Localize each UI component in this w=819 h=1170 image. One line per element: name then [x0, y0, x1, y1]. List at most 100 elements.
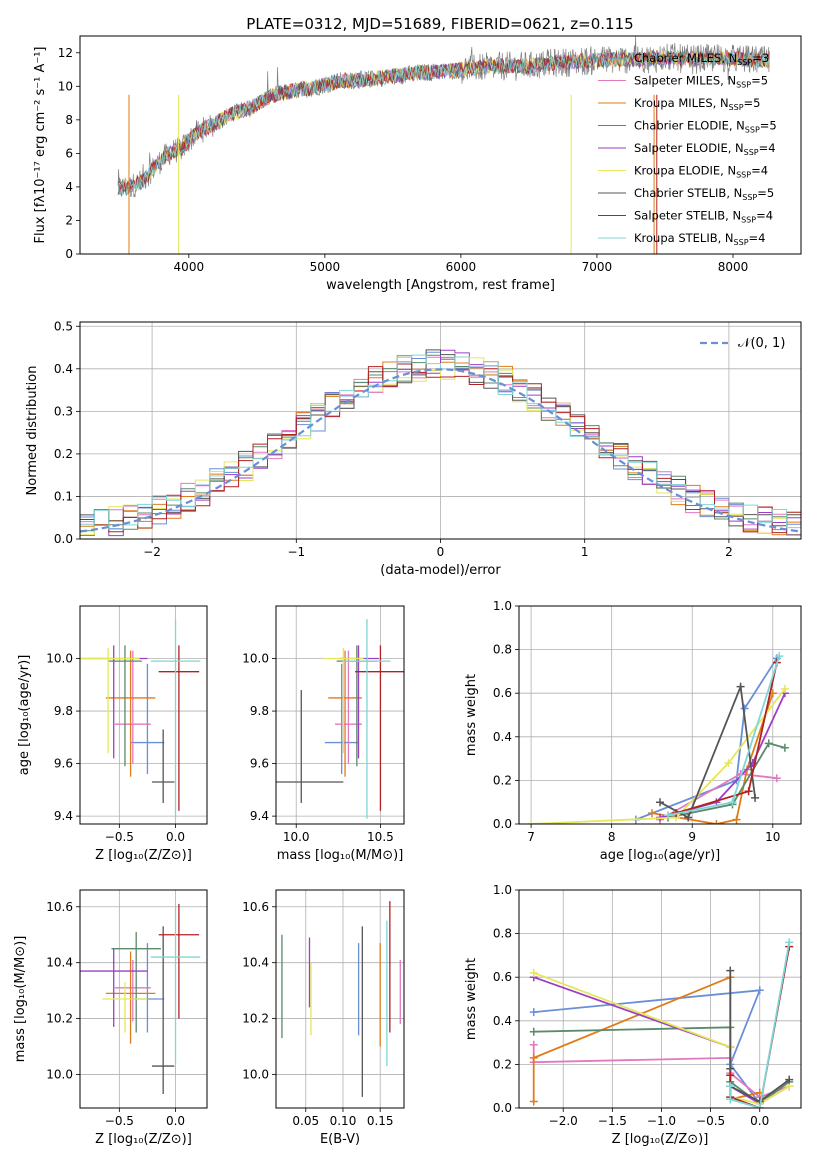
- legend-entry-count: =4: [756, 209, 773, 223]
- legend-entry-name: Chabrier MILES, N: [634, 51, 737, 65]
- weight-point-chabrier-elodie: [780, 743, 789, 752]
- legend-entry-name: Salpeter STELIB, N: [634, 209, 741, 223]
- age-vs-mass-plot-area: [276, 619, 404, 819]
- age-vs-Z-xtick-label: −0.5: [105, 830, 134, 844]
- spectrum-xlabel: wavelength [Angstrom, rest frame]: [326, 278, 555, 293]
- weight-point-salpeter-stelib: [726, 1071, 735, 1080]
- spectrum-axes: 4000 5000 6000 7000 8000 0 2 4 6 8 10 12 wavelength …: [33, 35, 802, 293]
- age-vs-mass-xlabel: mass [log₁₀(M/M⊙)]: [277, 848, 404, 863]
- legend-entry-count: =5: [757, 186, 774, 200]
- weight-point-kroupa-elodie: [780, 684, 789, 693]
- spectrum-ytick-label: 8: [65, 113, 73, 127]
- histogram-chabrier-stelib: [80, 349, 801, 527]
- weight-point-chabrier-stelib: [785, 1075, 794, 1084]
- legend-entry-count: =4: [751, 164, 768, 178]
- weight-point-kroupa-miles: [732, 815, 741, 824]
- legend-entry-count: =5: [760, 119, 777, 133]
- age-vs-mass-ytick-label: 9.4: [250, 809, 269, 823]
- spectrum-plot-area: [117, 36, 770, 254]
- residuals-xtick-label: 1: [581, 545, 589, 559]
- mass-weight-vs-age-ytick-label: 0.6: [493, 686, 512, 700]
- age-vs-mass-ytick-label: 10.0: [242, 652, 269, 666]
- weight-point-kroupa-stelib: [775, 652, 784, 661]
- histogram-kroupa-elodie: [80, 356, 801, 536]
- residuals-xtick-label: −2: [143, 545, 161, 559]
- legend-entry-count: =5: [751, 74, 768, 88]
- legend-entry-subscript: SSP: [736, 81, 751, 90]
- residuals-frame: [79, 321, 802, 540]
- mass-weight-vs-age-axes: 7 8 9 10 0.0 0.2 0.4 0.6 0.8 1.0 age [log₁₀(age/yr…: [464, 599, 802, 863]
- residuals-xlabel: (data-model)/error: [380, 563, 501, 578]
- residuals-ylabel: Normed distribution: [25, 366, 40, 496]
- spectrum-xtick-label: 7000: [582, 260, 613, 274]
- weight-point-chabrier-miles: [755, 986, 764, 995]
- age-vs-mass-frame: [275, 605, 405, 825]
- mass-vs-Z-plot-area: [80, 903, 201, 1095]
- mass-weight-vs-Z-ytick-label: 0.8: [493, 927, 512, 941]
- mass-vs-Z-frame: [79, 889, 208, 1109]
- age-vs-Z-xlabel: Z [log₁₀(Z/Z⊙)]: [95, 848, 192, 863]
- spectrum-xtick-label: 6000: [446, 260, 477, 274]
- legend-entry: Chabrier MILES, NSSP=3: [634, 51, 769, 67]
- weight-line-chabrier-stelib: [659, 683, 756, 819]
- legend-entry-subscript: SSP: [736, 171, 751, 180]
- spectrum-xtick-label: 8000: [718, 260, 749, 274]
- spectrum-ytick-label: 4: [65, 180, 73, 194]
- weight-line-kroupa-miles: [532, 975, 760, 1102]
- mass-weight-vs-Z-xtick-label: −1.5: [598, 1114, 627, 1128]
- weight-point-salpeter-stelib: [744, 787, 753, 796]
- gaussian-curve: [80, 368, 801, 533]
- weight-line-chabrier-miles: [635, 657, 778, 821]
- legend-entry-count: =4: [759, 141, 776, 155]
- mass-vs-EBV-xtick-label: 0.05: [292, 1114, 319, 1128]
- legend-entry-name: Kroupa ELODIE, N: [634, 164, 736, 178]
- weight-line-chabrier-miles: [533, 989, 762, 1105]
- mass-weight-vs-Z-xtick-label: 0.0: [750, 1114, 769, 1128]
- mass-weight-vs-Z-ytick-label: 1.0: [493, 883, 512, 897]
- weight-line-chabrier-elodie: [667, 742, 786, 819]
- mass-vs-Z-ytick-label: 10.2: [46, 1012, 73, 1026]
- weight-point-kroupa-stelib: [785, 938, 794, 947]
- mass-weight-vs-age-frame: [518, 605, 802, 825]
- legend-entry-name: Chabrier ELODIE, N: [634, 119, 745, 133]
- age-vs-Z-ylabel: age [log₁₀(age/yr)]: [17, 655, 32, 776]
- spectrum-ytick-label: 2: [65, 213, 73, 227]
- spectrum-xtick-label: 4000: [174, 260, 205, 274]
- mass-weight-vs-age-ytick-label: 0.0: [493, 817, 512, 831]
- mass-weight-vs-Z-ytick-label: 0.6: [493, 970, 512, 984]
- residuals-ytick-label: 0.2: [54, 447, 73, 461]
- weight-point-kroupa-elodie: [724, 758, 733, 767]
- mass-weight-vs-Z-axes: −2.0 −1.5 −1.0 −0.5 0.0 0.0 0.2 0.4 0.6 0.8 1.0 Z […: [464, 883, 802, 1147]
- mass-vs-EBV-xtick-label: 0.15: [367, 1114, 394, 1128]
- legend-entry: Salpeter ELODIE, NSSP=4: [634, 141, 776, 157]
- weight-point-chabrier-elodie: [764, 739, 773, 748]
- residuals-xtick-label: −1: [287, 545, 305, 559]
- weight-point-kroupa-stelib: [726, 1082, 735, 1091]
- weight-point-kroupa-miles: [529, 1097, 538, 1106]
- weight-point-kroupa-miles: [647, 809, 656, 818]
- weight-point-kroupa-elodie: [529, 968, 538, 977]
- age-vs-Z-ytick-label: 9.6: [54, 757, 73, 771]
- legend-entry-name: Salpeter MILES, N: [634, 74, 736, 88]
- weight-point-kroupa-miles: [712, 820, 721, 824]
- residuals-xtick-label: 2: [725, 545, 733, 559]
- weight-point-kroupa-stelib: [755, 1104, 764, 1108]
- mass-vs-EBV-frame: [275, 889, 405, 1109]
- spectrum-xtick-label: 5000: [310, 260, 341, 274]
- mass-weight-vs-age-ytick-label: 0.2: [493, 773, 512, 787]
- weight-point-chabrier-elodie: [529, 1027, 538, 1036]
- mass-vs-Z-xtick-label: −0.5: [105, 1114, 134, 1128]
- residuals-ytick-label: 0.0: [54, 532, 73, 546]
- legend-entry-subscript: SSP: [729, 103, 744, 112]
- age-vs-Z-plot-area: [80, 619, 201, 819]
- weight-line-kroupa-stelib: [729, 942, 791, 1108]
- histogram-salpeter-stelib: [80, 363, 801, 534]
- spectrum-ylabel: Flux [fλ10⁻¹⁷ erg cm⁻² s⁻¹ A⁻¹]: [33, 47, 48, 244]
- age-vs-Z-axes: −0.5 0.0 9.4 9.6 9.8 10.0 Z [log₁₀(Z/Z⊙)] age […: [17, 605, 208, 863]
- weight-point-kroupa-stelib: [664, 811, 673, 820]
- residuals-axes: −2 −1 0 1 2 0.0 0.1 0.2 0.3 0.4 0.5 (data-model)/er…: [25, 319, 802, 578]
- mass-vs-EBV-plot-area: [281, 901, 401, 1097]
- legend-entry: Kroupa ELODIE, NSSP=4: [634, 164, 768, 180]
- mass-weight-vs-Z-ytick-label: 0.4: [493, 1014, 512, 1028]
- age-vs-Z-ytick-label: 10.0: [46, 652, 73, 666]
